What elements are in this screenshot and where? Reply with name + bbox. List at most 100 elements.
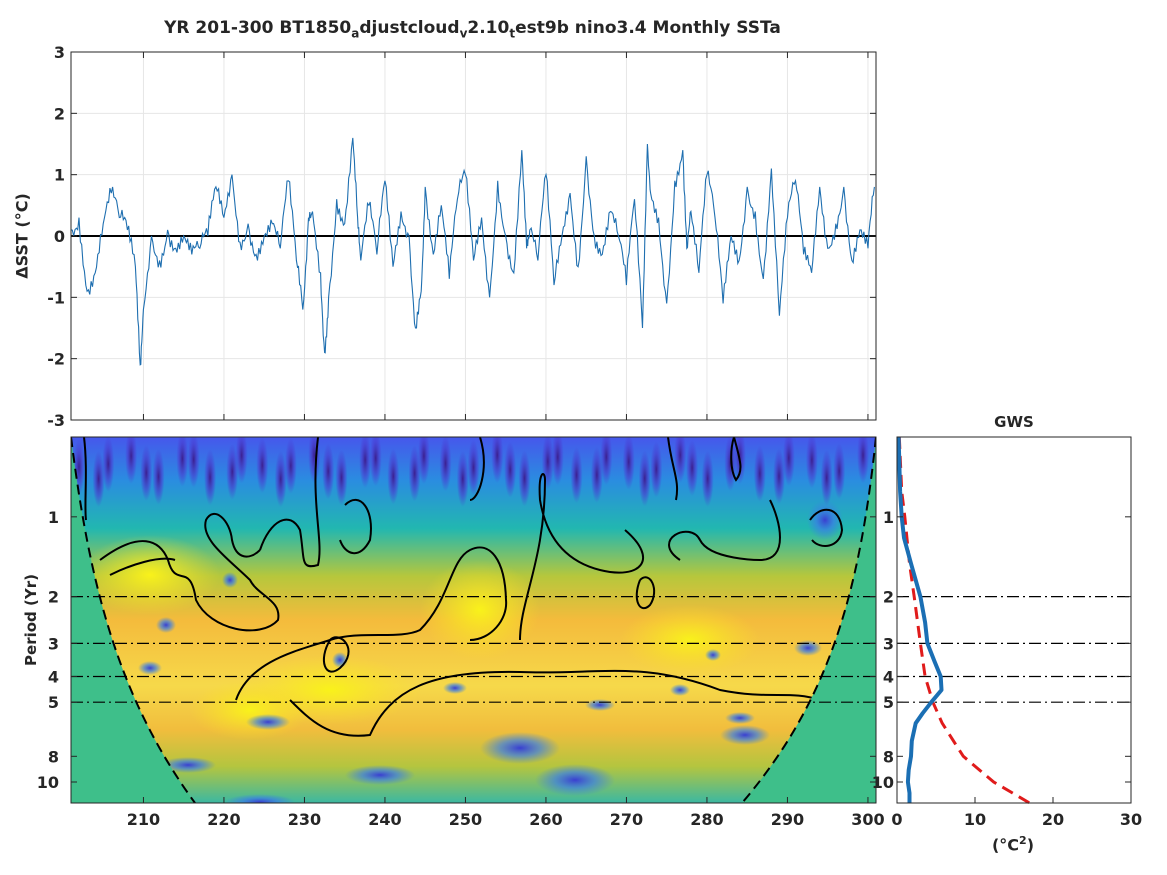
significance-contour: [339, 498, 372, 555]
power-trough: [222, 572, 238, 588]
y-tick-label: 3: [48, 634, 59, 653]
x-tick-label: 10: [964, 810, 986, 829]
wavelet-panel: 1 2 3 4 5 8 10 210 220 230 240 250 260 270 280 290 300: [37, 436, 885, 829]
x-tick-label: 260: [529, 810, 562, 829]
x-tick-label: 0: [891, 810, 902, 829]
significance-contour: [109, 557, 176, 576]
x-tick-label: 30: [1120, 810, 1142, 829]
significance-contour: [259, 437, 321, 568]
power-streak: [467, 439, 480, 496]
title-part: djustcloud: [359, 18, 460, 38]
y-tick-label: 0: [54, 227, 65, 246]
title-subscript: t: [509, 26, 516, 41]
gws-title: GWS: [994, 413, 1034, 431]
y-tick-label: 8: [883, 747, 894, 766]
y-tick-label: 2: [54, 104, 65, 123]
wavelet-clip: [71, 437, 876, 803]
x-tick-label: 210: [127, 810, 160, 829]
y-tick-label: 10: [37, 773, 59, 792]
power-streak: [600, 437, 613, 485]
power-trough: [720, 725, 770, 745]
power-streak: [491, 437, 504, 484]
power-trough: [725, 712, 755, 724]
title-subscript: a: [351, 26, 360, 41]
significance-contour: [668, 499, 781, 562]
gws-xlabel-close: ): [1026, 835, 1035, 855]
x-tick-label: 280: [690, 810, 723, 829]
coi-boundary-right: [741, 437, 876, 803]
power-peak: [620, 605, 760, 675]
power-streak: [359, 437, 372, 488]
power-trough: [345, 765, 415, 785]
power-streak: [369, 437, 382, 487]
x-tick-label: 290: [771, 810, 804, 829]
y-tick-label: 5: [48, 693, 59, 712]
power-streak: [387, 448, 400, 505]
y-tick-label: 8: [48, 747, 59, 766]
y-tick-label: 1: [48, 508, 59, 527]
power-streak: [570, 447, 583, 504]
power-trough: [225, 794, 295, 803]
plot-area: [897, 437, 1131, 803]
significance-contour: [289, 669, 821, 737]
y-tick-label: 3: [54, 43, 65, 62]
power-streak: [753, 445, 766, 502]
x-tick-label: 270: [610, 810, 643, 829]
y-tick-label: 1: [883, 508, 894, 527]
title-part: YR 201-300 BT1850: [164, 18, 352, 38]
power-streak: [235, 437, 248, 484]
power-streak: [176, 437, 189, 487]
power-trough: [480, 732, 560, 764]
power-trough: [246, 714, 290, 730]
power-streak: [724, 437, 737, 492]
significance-contour: [730, 437, 742, 482]
power-streak: [773, 448, 786, 505]
power-streak: [650, 441, 663, 498]
power-trough: [160, 757, 216, 773]
gws-xlabel-main: (°C: [991, 835, 1020, 855]
x-tick-label: 250: [449, 810, 482, 829]
power-trough: [670, 684, 690, 696]
power-streak: [152, 448, 165, 505]
power-streak: [140, 444, 153, 501]
significance-contour: [469, 437, 485, 501]
power-trough: [807, 500, 843, 540]
significance-contour: [635, 576, 656, 610]
power-streak: [92, 450, 105, 507]
gws-xlabel-sup: 2: [1019, 834, 1027, 847]
significance-contour: [322, 636, 350, 673]
power-streak: [274, 450, 287, 507]
power-trough: [156, 617, 176, 633]
power-streak: [408, 445, 421, 502]
y-tick-label: -3: [47, 411, 65, 430]
coi-boundary-left: [71, 437, 196, 803]
x-tick-label: 20: [1042, 810, 1064, 829]
power-streak: [504, 441, 517, 498]
power-streak: [701, 450, 714, 507]
y-tick-label: 2: [883, 588, 894, 607]
power-streak: [187, 437, 200, 488]
power-streak: [226, 443, 239, 500]
power-streak: [782, 437, 795, 487]
power-streak: [622, 437, 635, 490]
y-tick-label: 1: [54, 166, 65, 185]
power-streak: [125, 437, 138, 484]
power-streak: [456, 450, 469, 507]
axes-box: [70, 436, 877, 804]
title-part: est9b nino3.4 Monthly SSTa: [515, 18, 781, 38]
power-trough: [705, 649, 721, 661]
significance-contour: [83, 437, 280, 632]
power-streak: [833, 442, 846, 499]
y-tick-label: 10: [872, 773, 894, 792]
power-trough: [535, 764, 615, 796]
axes-box: [896, 436, 1132, 804]
significance-contour: [809, 508, 844, 547]
power-trough: [794, 640, 822, 656]
power-streak: [820, 449, 833, 506]
power-streak: [308, 437, 321, 484]
y-tick-label: -1: [47, 288, 65, 307]
x-tick-label: 230: [288, 810, 321, 829]
x-tick-label: 220: [207, 810, 240, 829]
power-streak: [674, 437, 687, 484]
